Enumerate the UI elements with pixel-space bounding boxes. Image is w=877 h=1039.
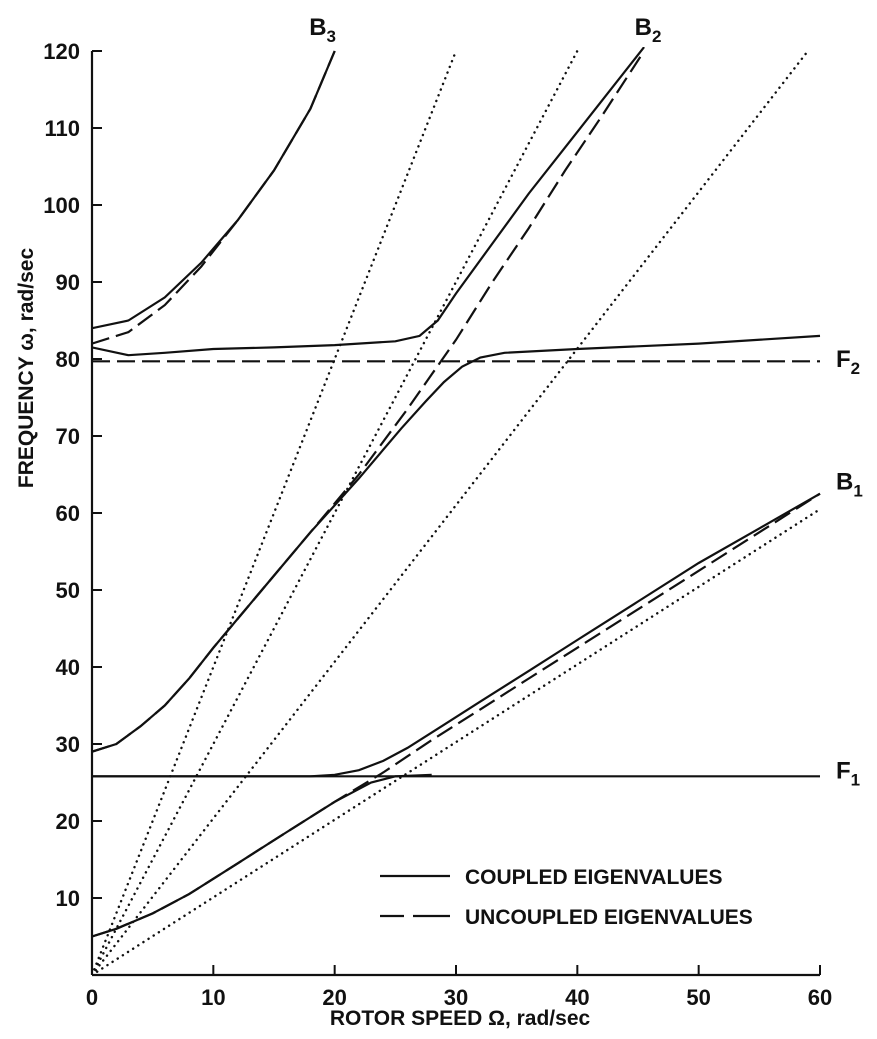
x-tick-label-30: 30 [444, 985, 468, 1010]
series-line-1-solid [92, 50, 336, 330]
series-line-4-dashed [92, 50, 646, 753]
y-tick-label-20: 20 [56, 809, 80, 834]
legend-uncoupled-label: UNCOUPLED EIGENVALUES [465, 906, 753, 929]
y-tick-label-60: 60 [56, 501, 80, 526]
x-axis-label: ROTOR SPEED Ω, rad/sec [330, 1007, 591, 1030]
curve-label-sub: 2 [652, 27, 661, 46]
curve-label-main: B [309, 14, 326, 41]
series-line-8-solid [92, 492, 821, 778]
y-tick-label-120: 120 [43, 39, 80, 64]
curve-label-sub: 3 [327, 27, 336, 46]
x-tick-label-60: 60 [808, 985, 832, 1010]
curve-label-sub: 2 [851, 359, 860, 378]
series-line-11-dotted [92, 508, 822, 975]
y-tick-label-50: 50 [56, 578, 80, 603]
series-layer [92, 47, 822, 975]
y-tick-label-70: 70 [56, 424, 80, 449]
series-line-9-dashed [92, 492, 821, 938]
y-tick-label-100: 100 [43, 193, 80, 218]
x-tick-label-20: 20 [322, 985, 346, 1010]
y-tick-label-40: 40 [56, 655, 80, 680]
x-tick-label-10: 10 [201, 985, 225, 1010]
curve-label-f2: F2 [836, 346, 860, 378]
series-line-12-dotted [92, 49, 810, 975]
series-line-14-dotted [92, 49, 458, 975]
curve-label-main: F [836, 346, 851, 373]
series-line-2-dashed [92, 50, 336, 345]
curve-label-sub: 1 [853, 482, 862, 501]
series-line-5-solid [92, 334, 821, 753]
series-line-3-solid [92, 47, 645, 357]
curve-label-b2: B2 [635, 14, 662, 46]
curve-label-main: F [836, 758, 851, 785]
y-tick-label-30: 30 [56, 732, 80, 757]
y-tick-label-90: 90 [56, 270, 80, 295]
y-tick-label-10: 10 [56, 886, 80, 911]
y-tick-label-80: 80 [56, 347, 80, 372]
axes-layer [90, 51, 820, 977]
series-line-7-solid [92, 773, 432, 938]
curve-label-b1: B1 [836, 469, 863, 501]
y-tick-label-110: 110 [45, 116, 81, 141]
legend-coupled-label: COUPLED EIGENVALUES [465, 866, 722, 889]
curve-label-b3: B3 [309, 14, 336, 46]
x-tick-label-40: 40 [565, 985, 589, 1010]
x-tick-label-0: 0 [86, 985, 98, 1010]
y-axis-label: FREQUENCY ω, rad/sec [15, 248, 38, 489]
curve-label-main: B [836, 469, 853, 496]
legend: COUPLED EIGENVALUES UNCOUPLED EIGENVALUE… [380, 866, 753, 929]
series-line-13-dotted [92, 49, 579, 975]
ticks-layer: 0 10 20 30 40 50 60 10 20 30 40 50 60 70 80 90 100 110 120 [43, 39, 832, 1010]
curve-label-sub: 1 [851, 771, 860, 790]
x-tick-label-50: 50 [686, 985, 710, 1010]
curve-label-f1: F1 [836, 758, 860, 790]
curve-label-main: B [635, 14, 652, 41]
